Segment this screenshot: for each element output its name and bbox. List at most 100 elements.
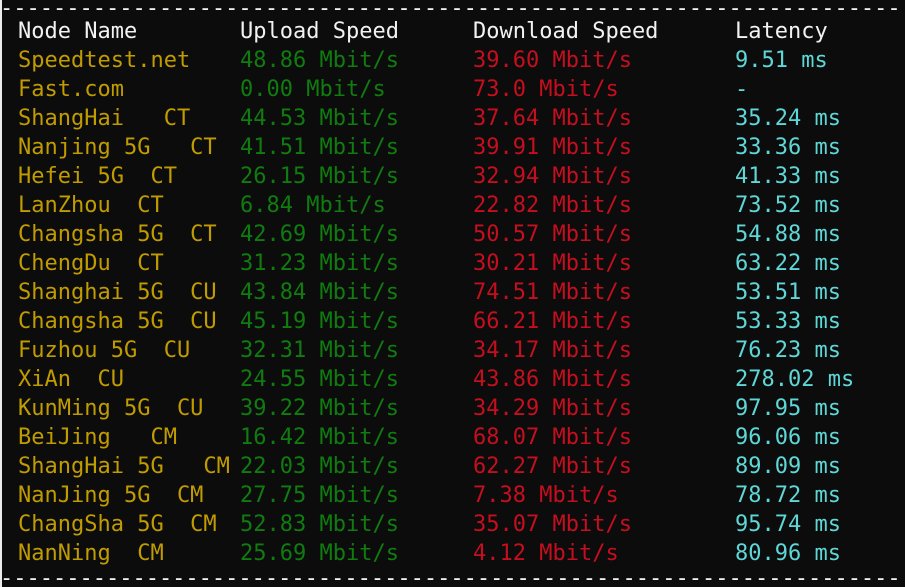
- latency-cell: 9.51 ms: [735, 48, 828, 73]
- table-row: ShangHai CT 44.53 Mbit/s 37.64 Mbit/s 35…: [18, 104, 854, 133]
- dashed-divider-top: ----------------------------------------…: [0, 0, 901, 18]
- table-row: ChangSha 5G CM 52.83 Mbit/s 35.07 Mbit/s…: [18, 510, 854, 539]
- latency-cell: 76.23 ms: [735, 338, 841, 363]
- latency-cell: 80.96 ms: [735, 541, 841, 566]
- upload-speed-cell: 41.51 Mbit/s: [240, 135, 399, 160]
- table-row: Fast.com 0.00 Mbit/s 73.0 Mbit/s -: [18, 75, 854, 104]
- download-speed-cell: 22.82 Mbit/s: [473, 193, 632, 218]
- latency-cell: 73.52 ms: [735, 193, 841, 218]
- latency-cell: 95.74 ms: [735, 512, 841, 537]
- upload-speed-cell: 48.86 Mbit/s: [240, 48, 399, 73]
- upload-speed-cell: 0.00 Mbit/s: [240, 77, 386, 102]
- node-name-cell: Nanjing 5G CT: [18, 135, 217, 160]
- table-row: Shanghai 5G CU 43.84 Mbit/s 74.51 Mbit/s…: [18, 278, 854, 307]
- node-name-cell: Fuzhou 5G CU: [18, 338, 191, 363]
- column-header-latency: Latency: [735, 19, 828, 44]
- column-header-upload-speed: Upload Speed: [240, 19, 399, 44]
- table-row: Fuzhou 5G CU 32.31 Mbit/s 34.17 Mbit/s 7…: [18, 336, 854, 365]
- download-speed-cell: 66.21 Mbit/s: [473, 309, 632, 334]
- download-speed-cell: 32.94 Mbit/s: [473, 164, 632, 189]
- table-row: ShangHai 5G CM 22.03 Mbit/s 62.27 Mbit/s…: [18, 452, 854, 481]
- node-name-cell: Speedtest.net: [18, 48, 191, 73]
- upload-speed-cell: 52.83 Mbit/s: [240, 512, 399, 537]
- download-speed-cell: 7.38 Mbit/s: [473, 483, 619, 508]
- upload-speed-cell: 32.31 Mbit/s: [240, 338, 399, 363]
- upload-speed-cell: 27.75 Mbit/s: [240, 483, 399, 508]
- table-row: KunMing 5G CU 39.22 Mbit/s 34.29 Mbit/s …: [18, 394, 854, 423]
- latency-cell: 97.95 ms: [735, 396, 841, 421]
- latency-cell: 35.24 ms: [735, 106, 841, 131]
- download-speed-cell: 34.17 Mbit/s: [473, 338, 632, 363]
- latency-cell: 89.09 ms: [735, 454, 841, 479]
- latency-cell: 54.88 ms: [735, 222, 841, 247]
- node-name-cell: Shanghai 5G CU: [18, 280, 217, 305]
- node-name-cell: ShangHai 5G CM: [18, 454, 230, 479]
- latency-cell: 78.72 ms: [735, 483, 841, 508]
- latency-cell: 53.33 ms: [735, 309, 841, 334]
- node-name-cell: Changsha 5G CU: [18, 309, 217, 334]
- node-name-cell: ChangSha 5G CM: [18, 512, 217, 537]
- upload-speed-cell: 42.69 Mbit/s: [240, 222, 399, 247]
- column-header-download-speed: Download Speed: [473, 19, 659, 44]
- node-name-cell: LanZhou CT: [18, 193, 164, 218]
- table-rows: Speedtest.net 48.86 Mbit/s 39.60 Mbit/s …: [18, 46, 854, 568]
- latency-cell: -: [735, 77, 749, 102]
- node-name-cell: ShangHai CT: [18, 106, 191, 131]
- download-speed-cell: 74.51 Mbit/s: [473, 280, 632, 305]
- node-name-cell: KunMing 5G CU: [18, 396, 204, 421]
- upload-speed-cell: 25.69 Mbit/s: [240, 541, 399, 566]
- upload-speed-cell: 16.42 Mbit/s: [240, 425, 399, 450]
- node-name-cell: Changsha 5G CT: [18, 222, 217, 247]
- speedtest-table: Node Name Upload Speed Download Speed La…: [2, 17, 854, 568]
- latency-cell: 278.02 ms: [735, 367, 855, 392]
- window-left-edge: [0, 0, 2, 587]
- upload-speed-cell: 43.84 Mbit/s: [240, 280, 399, 305]
- table-row: ChengDu CT 31.23 Mbit/s 30.21 Mbit/s 63.…: [18, 249, 854, 278]
- download-speed-cell: 50.57 Mbit/s: [473, 222, 632, 247]
- table-row: Changsha 5G CT 42.69 Mbit/s 50.57 Mbit/s…: [18, 220, 854, 249]
- upload-speed-cell: 45.19 Mbit/s: [240, 309, 399, 334]
- upload-speed-cell: 22.03 Mbit/s: [240, 454, 399, 479]
- download-speed-cell: 4.12 Mbit/s: [473, 541, 619, 566]
- table-row: XiAn CU 24.55 Mbit/s 43.86 Mbit/s 278.02…: [18, 365, 854, 394]
- table-header-row: Node Name Upload Speed Download Speed La…: [18, 17, 854, 46]
- download-speed-cell: 37.64 Mbit/s: [473, 106, 632, 131]
- download-speed-cell: 68.07 Mbit/s: [473, 425, 632, 450]
- upload-speed-cell: 44.53 Mbit/s: [240, 106, 399, 131]
- upload-speed-cell: 24.55 Mbit/s: [240, 367, 399, 392]
- download-speed-cell: 34.29 Mbit/s: [473, 396, 632, 421]
- table-row: Hefei 5G CT 26.15 Mbit/s 32.94 Mbit/s 41…: [18, 162, 854, 191]
- download-speed-cell: 35.07 Mbit/s: [473, 512, 632, 537]
- download-speed-cell: 39.91 Mbit/s: [473, 135, 632, 160]
- node-name-cell: NanNing CM: [18, 541, 164, 566]
- table-row: Nanjing 5G CT 41.51 Mbit/s 39.91 Mbit/s …: [18, 133, 854, 162]
- upload-speed-cell: 6.84 Mbit/s: [240, 193, 386, 218]
- table-row: Changsha 5G CU 45.19 Mbit/s 66.21 Mbit/s…: [18, 307, 854, 336]
- download-speed-cell: 62.27 Mbit/s: [473, 454, 632, 479]
- dashed-divider-bottom: ----------------------------------------…: [0, 570, 901, 587]
- node-name-cell: ChengDu CT: [18, 251, 164, 276]
- node-name-cell: Fast.com: [18, 77, 124, 102]
- column-header-node-name: Node Name: [18, 19, 138, 44]
- node-name-cell: BeiJing CM: [18, 425, 177, 450]
- upload-speed-cell: 31.23 Mbit/s: [240, 251, 399, 276]
- latency-cell: 53.51 ms: [735, 280, 841, 305]
- upload-speed-cell: 26.15 Mbit/s: [240, 164, 399, 189]
- download-speed-cell: 39.60 Mbit/s: [473, 48, 632, 73]
- table-row: Speedtest.net 48.86 Mbit/s 39.60 Mbit/s …: [18, 46, 854, 75]
- table-row: BeiJing CM 16.42 Mbit/s 68.07 Mbit/s 96.…: [18, 423, 854, 452]
- node-name-cell: XiAn CU: [18, 367, 124, 392]
- download-speed-cell: 73.0 Mbit/s: [473, 77, 619, 102]
- table-row: NanJing 5G CM 27.75 Mbit/s 7.38 Mbit/s 7…: [18, 481, 854, 510]
- node-name-cell: Hefei 5G CT: [18, 164, 177, 189]
- download-speed-cell: 43.86 Mbit/s: [473, 367, 632, 392]
- latency-cell: 63.22 ms: [735, 251, 841, 276]
- latency-cell: 41.33 ms: [735, 164, 841, 189]
- table-row: NanNing CM 25.69 Mbit/s 4.12 Mbit/s 80.9…: [18, 539, 854, 568]
- latency-cell: 96.06 ms: [735, 425, 841, 450]
- latency-cell: 33.36 ms: [735, 135, 841, 160]
- download-speed-cell: 30.21 Mbit/s: [473, 251, 632, 276]
- table-row: LanZhou CT 6.84 Mbit/s 22.82 Mbit/s 73.5…: [18, 191, 854, 220]
- node-name-cell: NanJing 5G CM: [18, 483, 204, 508]
